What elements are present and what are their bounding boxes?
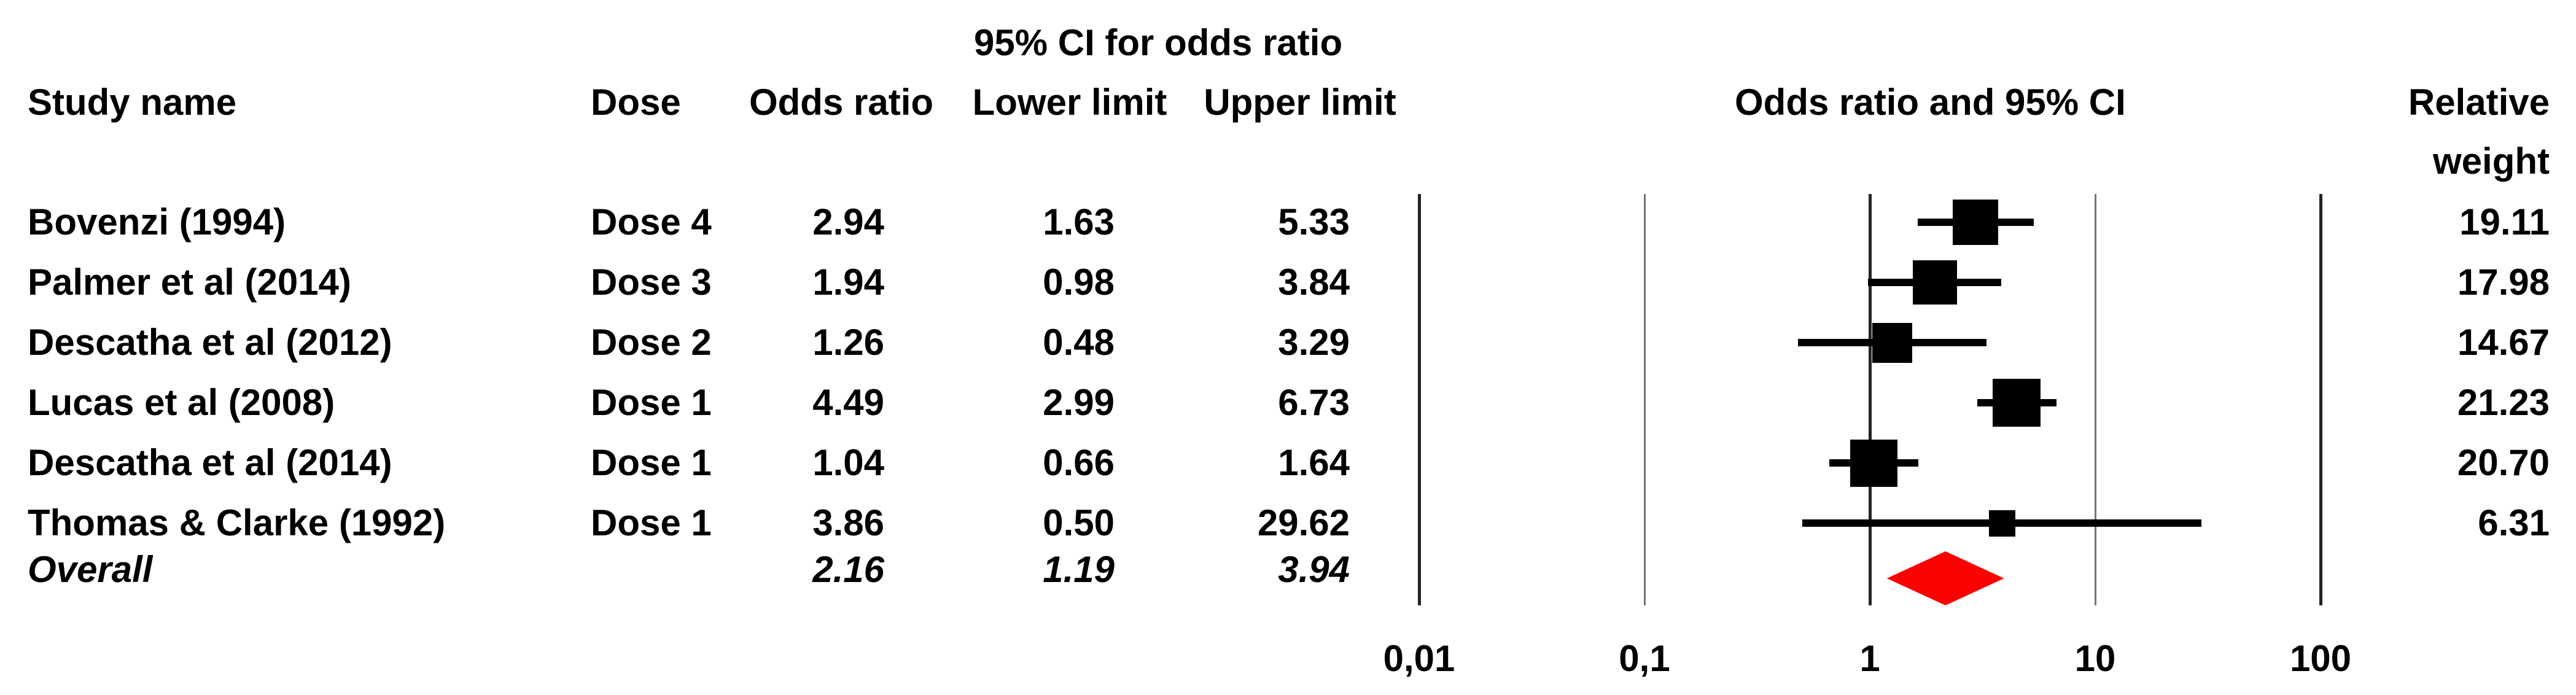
upper-limit-value: 1.64 — [1278, 442, 1350, 483]
ci-group-header: 95% CI for odds ratio — [974, 22, 1343, 63]
overall-odds-ratio-value: 2.16 — [812, 549, 884, 590]
upper-limit-value: 5.33 — [1278, 201, 1350, 243]
x-tick-label: 0,1 — [1619, 638, 1670, 679]
lower-limit-value: 1.63 — [1043, 201, 1115, 243]
x-tick-label: 0,01 — [1383, 638, 1455, 679]
odds-ratio-value: 2.94 — [812, 201, 884, 243]
dose-value: Dose 2 — [591, 322, 712, 363]
study-name: Thomas & Clarke (1992) — [28, 502, 446, 543]
upper-limit-value: 3.29 — [1278, 322, 1350, 363]
dose-value: Dose 3 — [591, 262, 712, 303]
x-tick-label: 100 — [2289, 638, 2352, 679]
upper-limit-value: 6.73 — [1278, 382, 1350, 423]
dose-value: Dose 1 — [591, 442, 712, 483]
odds-ratio-value: 1.04 — [812, 442, 884, 483]
gridline-0,01 — [1417, 194, 1421, 605]
col-header-upper-limit: Upper limit — [1204, 82, 1396, 123]
odds-ratio-value: 1.94 — [812, 262, 884, 303]
overall-lower-limit-value: 1.19 — [1043, 549, 1115, 590]
lower-limit-value: 2.99 — [1043, 382, 1115, 423]
x-tick-label: 1 — [1859, 638, 1880, 679]
odds-ratio-value: 1.26 — [812, 322, 884, 363]
col-header-plot: Odds ratio and 95% CI — [1735, 82, 2126, 123]
study-name: Descatha et al (2014) — [28, 442, 392, 483]
point-estimate-square — [1988, 510, 2015, 537]
study-name: Descatha et al (2012) — [28, 322, 392, 363]
relative-weight-value: 14.67 — [2457, 322, 2550, 363]
gridline-100 — [2319, 194, 2322, 605]
relative-weight-value: 17.98 — [2457, 262, 2550, 303]
gridline-0,1 — [1643, 194, 1646, 605]
point-estimate-square — [1912, 260, 1957, 305]
relative-weight-value: 21.23 — [2457, 382, 2550, 423]
col-header-weight: weight — [2433, 141, 2550, 182]
dose-value: Dose 4 — [591, 201, 712, 243]
col-header-lower-limit: Lower limit — [972, 82, 1167, 123]
dose-value: Dose 1 — [591, 502, 712, 543]
upper-limit-value: 3.84 — [1278, 262, 1350, 303]
overall-diamond — [1886, 551, 2004, 605]
study-name: Bovenzi (1994) — [28, 201, 286, 243]
x-tick-label: 10 — [2074, 638, 2116, 679]
lower-limit-value: 0.50 — [1043, 502, 1115, 543]
gridline-1 — [1868, 194, 1872, 605]
lower-limit-value: 0.48 — [1043, 322, 1115, 363]
study-name: Lucas et al (2008) — [28, 382, 335, 423]
overall-label: Overall — [28, 549, 153, 590]
relative-weight-value: 19.11 — [2459, 201, 2550, 243]
odds-ratio-value: 4.49 — [812, 382, 884, 423]
lower-limit-value: 0.66 — [1043, 442, 1115, 483]
overall-upper-limit-value: 3.94 — [1278, 549, 1350, 590]
dose-value: Dose 1 — [591, 382, 712, 423]
relative-weight-value: 6.31 — [2478, 502, 2550, 543]
point-estimate-square — [1993, 379, 2041, 427]
relative-weight-value: 20.70 — [2457, 442, 2550, 483]
point-estimate-square — [1952, 200, 1998, 245]
col-header-relative: Relative — [2408, 82, 2550, 123]
point-estimate-square — [1872, 322, 1913, 363]
col-header-dose: Dose — [591, 82, 681, 123]
col-header-study-name: Study name — [28, 82, 237, 123]
upper-limit-value: 29.62 — [1257, 502, 1350, 543]
odds-ratio-value: 3.86 — [812, 502, 884, 543]
gridline-10 — [2094, 194, 2096, 605]
study-name: Palmer et al (2014) — [28, 262, 351, 303]
col-header-odds-ratio: Odds ratio — [749, 82, 934, 123]
lower-limit-value: 0.98 — [1043, 262, 1115, 303]
point-estimate-square — [1850, 439, 1897, 487]
